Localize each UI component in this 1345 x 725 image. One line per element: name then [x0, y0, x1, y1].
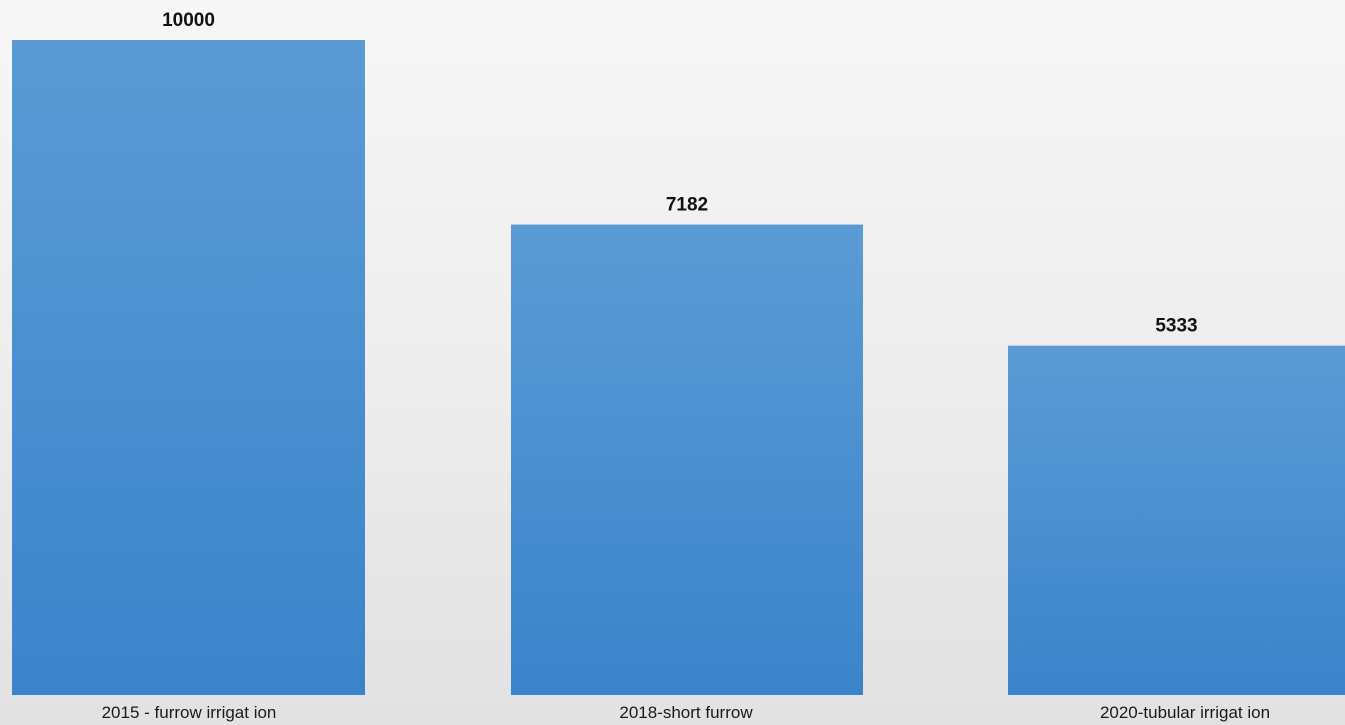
bar-value-label-2: 7182	[666, 195, 708, 216]
bar-2	[511, 224, 863, 696]
bar-3	[1008, 345, 1345, 695]
bar-value-label-3: 5333	[1155, 316, 1197, 337]
category-label-1: 2015 - furrow irrigat ion	[102, 703, 277, 722]
category-label-3: 2020-tubular irrigat ion	[1100, 703, 1270, 722]
value-labels-layer: 10000 7182 5333	[162, 10, 1198, 337]
bars-layer	[12, 40, 1345, 696]
bar-value-label-1: 10000	[162, 10, 215, 31]
category-labels-layer: 2015 - furrow irrigat ion 2018-short furr…	[102, 703, 1270, 722]
category-label-2: 2018-short furrow	[619, 703, 753, 722]
bar-1	[12, 40, 365, 695]
